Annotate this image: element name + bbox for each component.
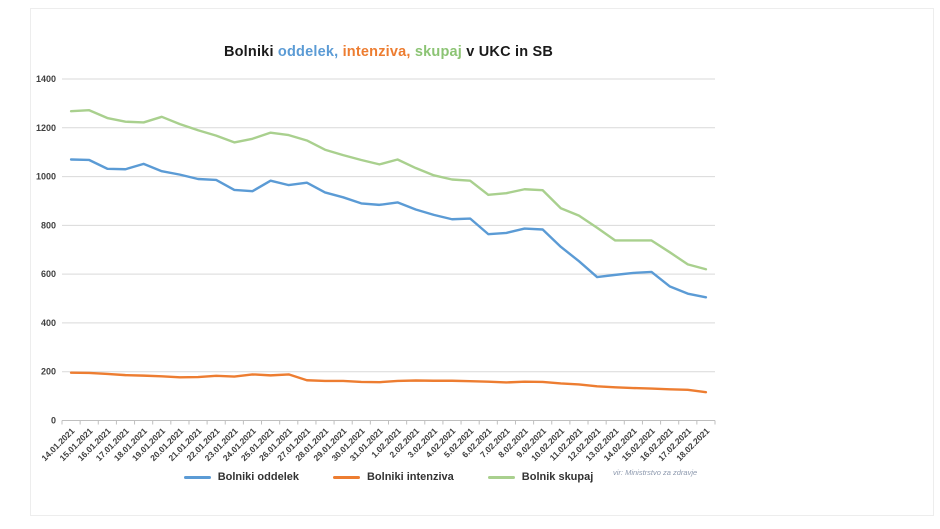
- chart-title: Bolniki oddelek, intenziva, skupaj v UKC…: [62, 44, 715, 60]
- chart-title-segment: skupaj: [414, 44, 463, 60]
- legend-label-intenziva: Bolniki intenziva: [366, 471, 454, 483]
- y-axis-label: 0: [51, 416, 56, 426]
- y-axis-label: 600: [41, 269, 56, 279]
- series-line-bolnik-skupaj: [69, 109, 708, 271]
- y-axis-label: 1200: [36, 123, 56, 133]
- legend-swatch-skupaj: [487, 475, 515, 479]
- y-axis-label: 1400: [36, 74, 56, 84]
- legend-label-oddelek: Bolniki oddelek: [217, 471, 299, 483]
- y-axis-label: 800: [41, 220, 56, 230]
- legend-swatch-oddelek: [183, 475, 211, 479]
- chart-title-segment: oddelek,: [277, 44, 339, 60]
- y-axis-label: 400: [41, 318, 56, 328]
- chart-legend: Bolniki oddelek Bolniki intenziva Bolnik…: [62, 471, 715, 483]
- series-line-bolniki-oddelek: [69, 158, 708, 299]
- source-note: vir: Ministrstvo za zdravje: [613, 468, 698, 477]
- chart-title-segment: Bolniki: [223, 44, 278, 60]
- legend-item-intenziva: Bolniki intenziva: [332, 471, 454, 483]
- legend-swatch-intenziva: [332, 475, 360, 479]
- legend-item-skupaj: Bolnik skupaj: [487, 471, 594, 483]
- chart-canvas: [30, 8, 934, 516]
- chart-title-segment: intenziva,: [342, 44, 411, 60]
- y-axis-label: 200: [41, 367, 56, 377]
- legend-item-oddelek: Bolniki oddelek: [183, 471, 299, 483]
- chart-title-segment: v UKC in SB: [462, 44, 554, 60]
- y-axis-label: 1000: [36, 172, 56, 182]
- series-line-bolniki-intenziva: [69, 371, 708, 394]
- legend-label-skupaj: Bolnik skupaj: [521, 471, 594, 483]
